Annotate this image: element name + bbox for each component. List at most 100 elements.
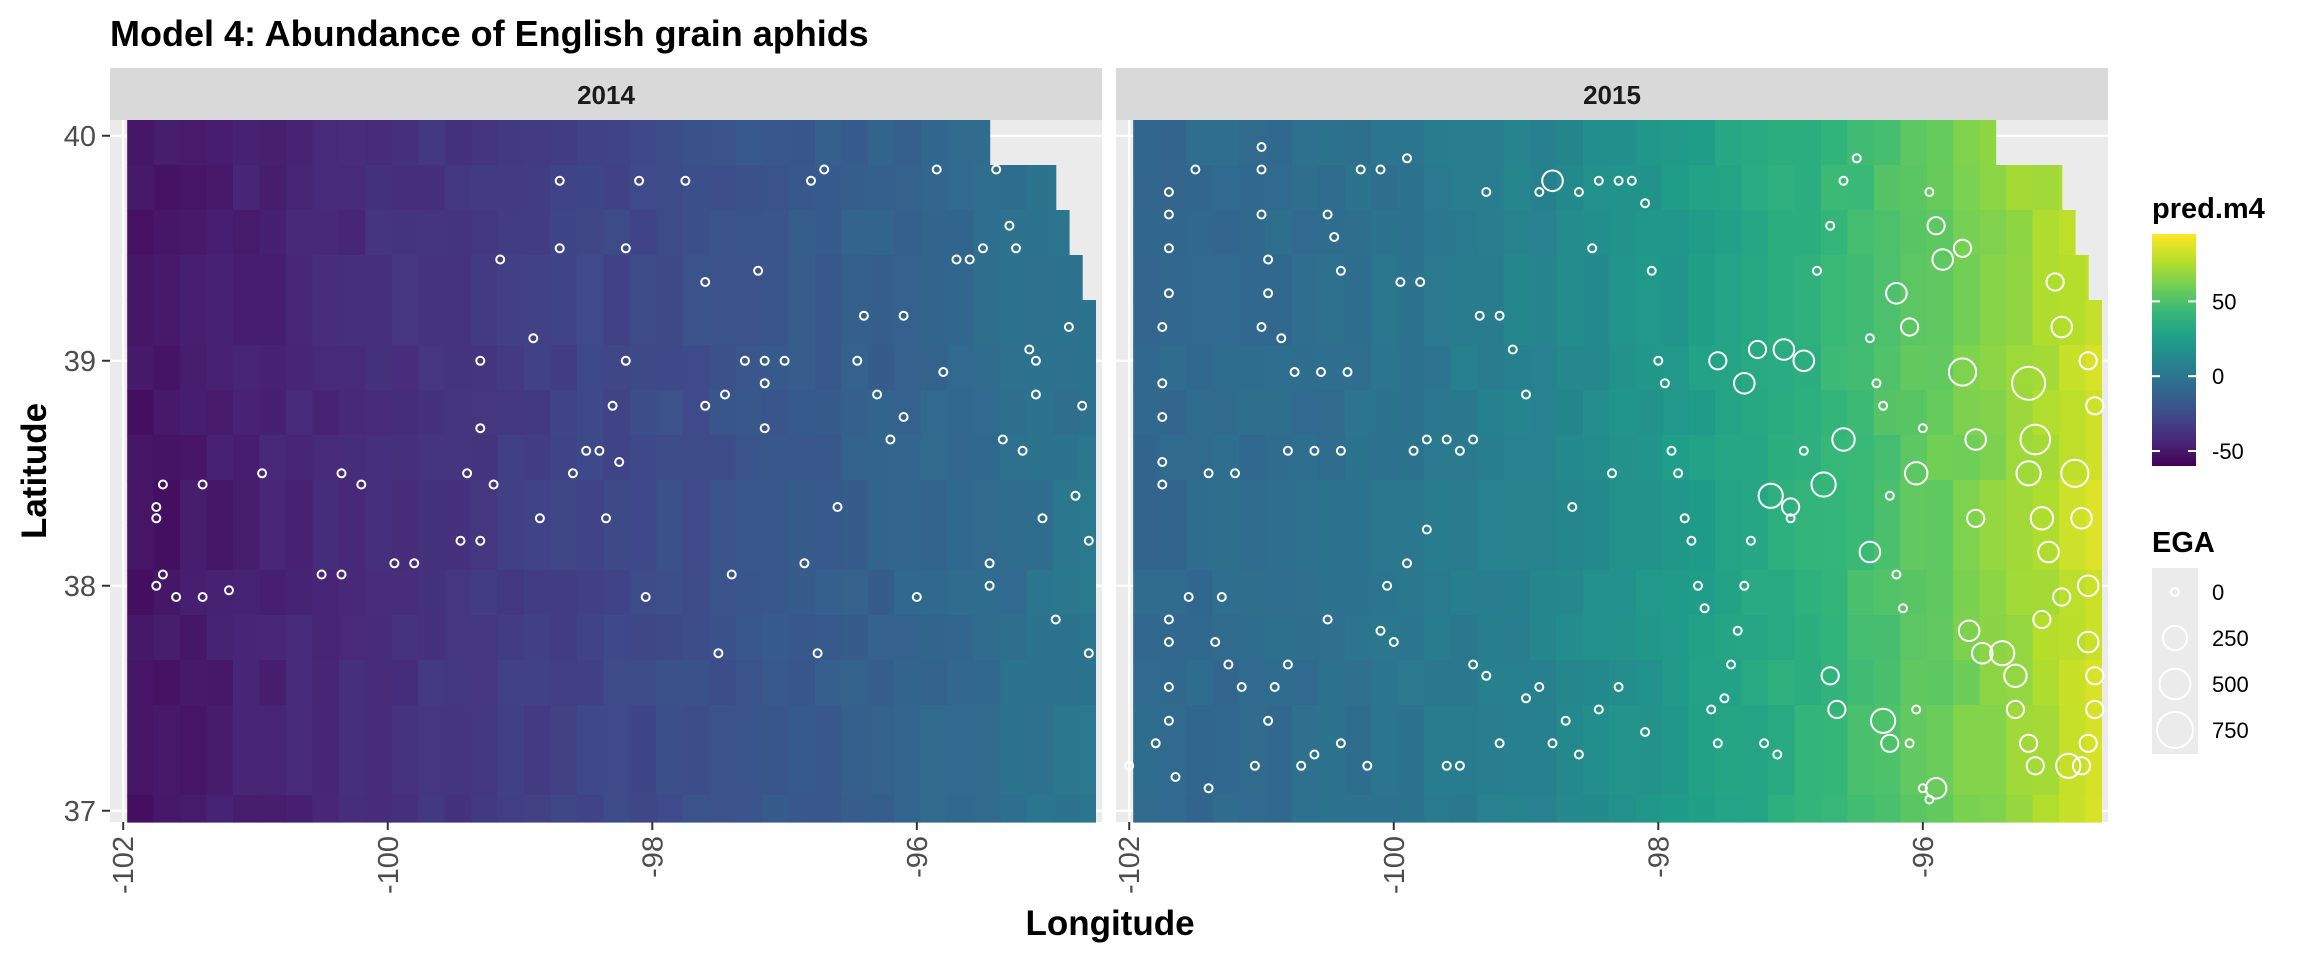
sample-point — [2050, 315, 2073, 339]
prediction-tile — [709, 435, 737, 481]
sample-point — [1825, 220, 1836, 231]
prediction-tile — [603, 300, 631, 346]
prediction-tile — [1530, 615, 1558, 661]
prediction-tile — [1979, 705, 2007, 751]
prediction-tile — [1662, 660, 1690, 706]
prediction-tile — [1344, 795, 1372, 823]
prediction-tile — [550, 345, 578, 391]
prediction-tile — [1609, 480, 1637, 526]
prediction-tile — [206, 435, 234, 481]
prediction-tile — [629, 480, 657, 526]
prediction-tile — [2059, 165, 2063, 211]
prediction-tile — [233, 660, 261, 706]
prediction-tile — [735, 795, 763, 823]
prediction-tile — [867, 480, 895, 526]
prediction-tile — [550, 390, 578, 436]
prediction-tile — [1397, 705, 1425, 751]
prediction-tile — [1318, 165, 1346, 211]
prediction-tile — [1582, 390, 1610, 436]
sample-point — [1421, 524, 1432, 535]
prediction-tile — [1768, 210, 1796, 256]
sample-point — [1733, 372, 1756, 395]
prediction-tile — [1344, 750, 1372, 796]
prediction-tile — [1026, 750, 1054, 796]
prediction-tile — [206, 705, 234, 751]
sample-point — [1210, 637, 1221, 647]
prediction-tile — [1873, 210, 1901, 256]
x-tick-label: -100 — [373, 836, 405, 894]
prediction-tile — [709, 300, 737, 346]
x-tick-label: -96 — [1908, 836, 1940, 878]
prediction-tile — [656, 300, 684, 346]
prediction-tile — [1979, 345, 2007, 391]
sample-point — [389, 558, 400, 569]
prediction-tile — [444, 750, 472, 796]
prediction-tile — [1079, 615, 1096, 661]
sample-point — [1507, 344, 1518, 355]
prediction-tile — [338, 210, 366, 256]
prediction-tile — [1186, 255, 1214, 301]
legend-size-label: 750 — [2212, 718, 2249, 743]
sample-point — [1124, 760, 1135, 771]
prediction-tile — [762, 435, 790, 481]
prediction-tile — [1609, 660, 1637, 706]
prediction-tile — [1926, 480, 1954, 526]
prediction-tile — [682, 120, 710, 166]
prediction-tile — [180, 750, 208, 796]
prediction-tile — [1397, 795, 1425, 823]
prediction-tile — [1397, 615, 1425, 661]
prediction-tile — [709, 660, 737, 706]
prediction-tile — [1344, 570, 1372, 616]
sample-point — [713, 648, 724, 659]
sample-point — [1640, 198, 1651, 209]
legend-size-circle — [2170, 587, 2180, 597]
sample-point — [1289, 367, 1300, 377]
sample-point — [157, 569, 168, 580]
prediction-tile — [1212, 345, 1240, 391]
x-axis-title: Longitude — [1025, 904, 1194, 943]
prediction-tile — [153, 435, 181, 481]
prediction-tile — [444, 210, 472, 256]
prediction-tile — [1556, 120, 1584, 166]
prediction-tile — [2085, 390, 2102, 436]
sample-point — [151, 580, 162, 591]
prediction-tile — [1026, 165, 1054, 211]
prediction-tile — [338, 615, 366, 661]
sample-point — [1898, 603, 1908, 614]
prediction-tile — [365, 255, 393, 301]
prediction-tile — [180, 255, 208, 301]
prediction-tile — [656, 480, 684, 526]
prediction-tile — [1900, 300, 1928, 346]
sample-point — [700, 277, 711, 287]
prediction-tile — [1371, 255, 1399, 301]
prediction-tile — [1635, 795, 1663, 823]
prediction-tile — [1847, 795, 1875, 823]
prediction-tile — [1026, 435, 1054, 481]
sample-point — [1322, 209, 1333, 220]
prediction-tile — [391, 435, 419, 481]
prediction-tile — [1582, 570, 1610, 616]
prediction-tile — [1133, 390, 1161, 436]
prediction-tile — [524, 345, 552, 391]
prediction-tile — [867, 210, 895, 256]
prediction-tile — [1291, 525, 1319, 571]
prediction-tile — [1000, 615, 1028, 661]
prediction-tile — [1000, 660, 1028, 706]
prediction-tile — [206, 660, 234, 706]
prediction-tile — [841, 795, 869, 823]
prediction-tile — [1026, 660, 1054, 706]
prediction-tile — [576, 705, 604, 751]
strip-2014-background — [110, 68, 1102, 120]
prediction-tile — [1873, 435, 1901, 481]
sample-point — [1706, 704, 1717, 715]
prediction-tile — [285, 570, 313, 616]
sample-point — [1593, 704, 1604, 715]
prediction-tile — [1424, 795, 1452, 823]
prediction-tile — [418, 750, 446, 796]
prediction-tile — [1530, 705, 1558, 751]
prediction-tile — [1344, 255, 1372, 301]
sample-point — [1931, 248, 1954, 271]
prediction-tile — [603, 480, 631, 526]
sample-point — [2029, 506, 2055, 531]
prediction-tile — [1212, 705, 1240, 751]
